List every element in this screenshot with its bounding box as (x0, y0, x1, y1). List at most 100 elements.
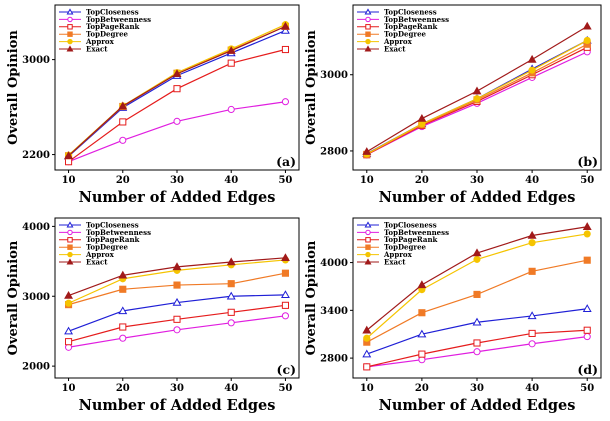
legend-marker (365, 244, 371, 250)
x-tick-label: 20 (116, 383, 130, 394)
series-TopPageRank (363, 326, 591, 371)
data-point (172, 297, 182, 306)
data-point (527, 311, 537, 320)
x-axis-title: Number of Added Edges (79, 397, 276, 414)
data-point (363, 334, 371, 342)
data-point (362, 325, 372, 334)
data-point (173, 117, 181, 125)
x-tick-label: 50 (278, 383, 292, 394)
x-tick-label: 40 (525, 383, 539, 394)
series-TopDegree (363, 256, 591, 346)
y-axis-title: Overall Opinion (6, 240, 21, 355)
x-tick-label: 50 (580, 175, 594, 186)
legend-label: Exact (86, 44, 108, 53)
chart-panel-1: 10 20 30 40 50 2200 3000 Number of Added Edges O… (6, 4, 300, 206)
data-point (227, 59, 235, 67)
data-point (64, 151, 74, 159)
legend-marker (364, 8, 372, 15)
data-point (173, 281, 181, 289)
legend: TopClosenessTopBetweennessTopPageRankTop… (59, 7, 151, 53)
data-point (583, 333, 591, 341)
chart-panel-4: 10 20 30 40 50 2800 3400 4000 Number of Added Ed… (304, 217, 602, 414)
legend-marker (365, 229, 371, 236)
x-tick-label: 40 (224, 175, 238, 186)
y-tick-label: 3000 (22, 55, 50, 66)
data-point (280, 290, 290, 299)
legend-label: TopCloseness (86, 7, 139, 16)
data-point (119, 118, 127, 126)
data-point (417, 113, 427, 122)
y-tick-label: 2000 (22, 362, 50, 373)
legend-marker (365, 31, 371, 37)
legend: TopClosenessTopBetweennessTopPageRankTop… (357, 7, 449, 53)
legend-marker (365, 24, 371, 30)
series-Exact (64, 21, 290, 159)
data-point (418, 309, 426, 317)
data-point (473, 95, 481, 103)
y-axis-title: Overall Opinion (6, 30, 21, 145)
data-point (119, 323, 127, 331)
legend-label: TopBetweenness (86, 15, 151, 24)
data-point (281, 269, 290, 277)
data-point (583, 36, 591, 44)
data-point (417, 329, 427, 338)
legend-label: Exact (384, 257, 406, 266)
data-point (173, 315, 181, 323)
data-point (363, 363, 371, 371)
data-point (281, 98, 290, 106)
data-point (527, 54, 537, 63)
legend-marker (364, 258, 372, 265)
data-point (582, 222, 592, 230)
data-point (281, 301, 290, 309)
data-point (472, 248, 482, 257)
series-Exact (362, 21, 592, 155)
data-point (227, 280, 235, 288)
data-point (119, 136, 127, 144)
y-axis-title: Overall Opinion (304, 240, 319, 355)
data-point (281, 312, 290, 320)
data-point (472, 317, 482, 326)
data-point (226, 291, 236, 300)
y-tick-label: 2800 (320, 354, 348, 365)
series-TopPageRank (64, 45, 290, 166)
legend-label: TopPageRank (86, 235, 140, 244)
chart-panel-2: 10 20 30 40 50 2800 3000 Number of Added Edges O… (304, 4, 602, 206)
x-tick-label: 20 (116, 175, 130, 186)
legend-label: TopDegree (86, 30, 129, 39)
data-point (582, 304, 592, 312)
x-tick-label: 30 (470, 383, 484, 394)
data-point (118, 270, 128, 279)
data-point (64, 158, 73, 166)
data-point (118, 306, 128, 315)
x-tick-label: 30 (470, 175, 484, 186)
legend-marker (67, 24, 73, 30)
data-point (281, 45, 290, 54)
legend-label: TopBetweenness (384, 15, 449, 24)
series-TopCloseness (64, 290, 290, 335)
legend-label: TopPageRank (86, 22, 140, 31)
series-TopCloseness (362, 304, 592, 358)
x-tick-label: 50 (580, 383, 594, 394)
x-tick-label: 30 (170, 383, 184, 394)
legend-label: TopPageRank (384, 235, 438, 244)
data-point (527, 230, 537, 239)
data-point (583, 256, 591, 264)
legend-marker (365, 251, 371, 258)
x-tick-label: 20 (415, 383, 429, 394)
legend-marker (67, 38, 73, 45)
series-TopBetweenness (64, 312, 290, 351)
x-axis-title: Number of Added Edges (79, 189, 276, 206)
data-point (118, 101, 128, 110)
data-point (582, 21, 592, 30)
series-TopPageRank (64, 301, 290, 346)
y-tick-label: 4000 (22, 222, 50, 233)
legend-label: TopBetweenness (86, 228, 151, 237)
data-point (173, 326, 181, 334)
data-point (362, 349, 372, 358)
data-point (227, 319, 235, 327)
x-tick-label: 40 (224, 383, 238, 394)
legend-marker (67, 31, 73, 37)
x-tick-label: 20 (415, 175, 429, 186)
data-point (280, 253, 290, 262)
